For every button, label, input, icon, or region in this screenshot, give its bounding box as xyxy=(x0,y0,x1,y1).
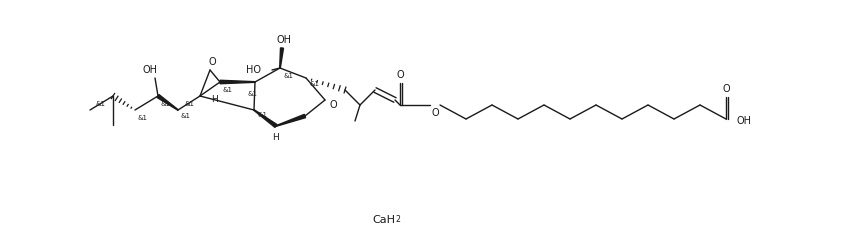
Text: H: H xyxy=(273,133,279,143)
Text: O: O xyxy=(431,108,439,118)
Text: &1: &1 xyxy=(181,113,191,119)
Text: &1: &1 xyxy=(258,112,268,118)
Text: CaH: CaH xyxy=(372,215,395,225)
Text: &1: &1 xyxy=(223,87,233,93)
Text: O: O xyxy=(208,57,216,67)
Text: H: H xyxy=(212,95,219,104)
Polygon shape xyxy=(220,80,255,84)
Text: HO: HO xyxy=(247,65,261,75)
Text: $_2$: $_2$ xyxy=(395,214,401,226)
Text: &1: &1 xyxy=(96,101,106,107)
Polygon shape xyxy=(276,114,306,126)
Text: OH: OH xyxy=(277,35,291,45)
Text: O: O xyxy=(396,70,404,80)
Text: O: O xyxy=(329,100,337,110)
Text: &1: &1 xyxy=(310,81,320,87)
Text: &1: &1 xyxy=(185,101,195,107)
Polygon shape xyxy=(279,48,284,68)
Text: &1: &1 xyxy=(248,91,258,97)
Text: OH: OH xyxy=(142,65,158,75)
Text: &1: &1 xyxy=(284,73,294,79)
Polygon shape xyxy=(157,94,178,110)
Text: &1: &1 xyxy=(138,115,148,121)
Text: OH: OH xyxy=(736,116,752,126)
Text: O: O xyxy=(722,84,730,94)
Polygon shape xyxy=(254,110,277,127)
Text: &1: &1 xyxy=(161,101,171,107)
